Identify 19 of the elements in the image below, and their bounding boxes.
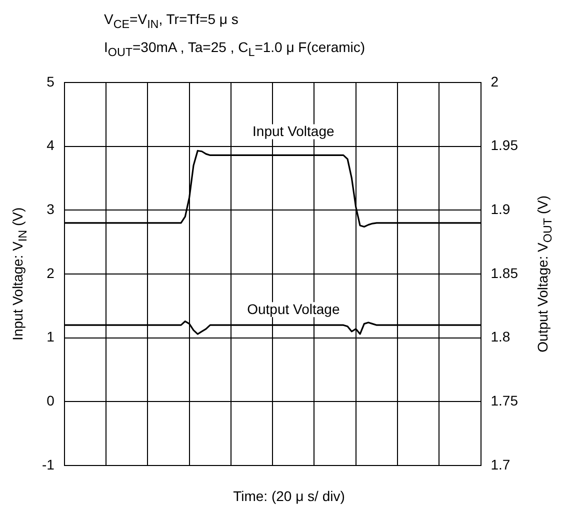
y2-tick-label: 2	[490, 72, 499, 89]
y-tick-label: 3	[46, 200, 55, 217]
y-tick-label: 1	[46, 328, 55, 344]
series-label: Output Voltage	[247, 300, 340, 317]
y2-tick-label: 1.8	[490, 328, 510, 344]
x-axis-title: Time: (20 μ s/ div)	[232, 488, 346, 504]
y2-tick-label: 1.7	[490, 456, 510, 472]
text: I$_{OUT}$=30mA , Ta=25 , C$_{L}$=1.0 μ F(ceramic)	[104, 38, 366, 61]
y2-tick-label: 1.85	[490, 264, 518, 280]
y2-tick-label: 1.95	[490, 136, 518, 153]
y-tick-label: -1	[42, 456, 55, 472]
y-tick-label: 4	[46, 136, 55, 153]
y-tick-label: 5	[46, 72, 55, 89]
y2-tick-label: 1.9	[490, 200, 510, 217]
y-tick-label: 2	[46, 264, 55, 280]
series-label: Input Voltage	[252, 122, 334, 139]
chart-subtitle: V$_{CE}$=V$_{IN}$, Tr=Tf=5 μ s	[104, 10, 240, 33]
y2-tick-label: 1.75	[490, 392, 518, 408]
y-tick-label: 0	[46, 392, 55, 408]
